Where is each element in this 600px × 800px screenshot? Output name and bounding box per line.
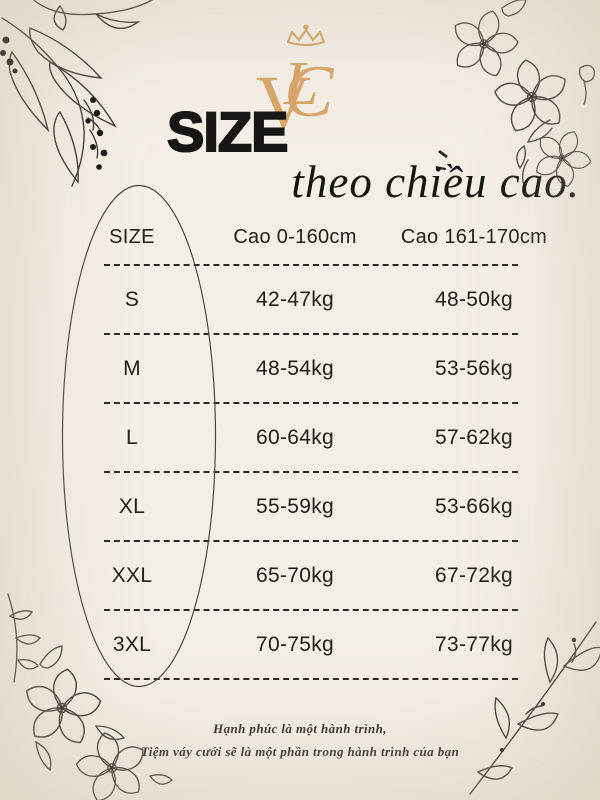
weight-range: 67-72kg xyxy=(435,563,513,587)
footer-line-1: Hạnh phúc là một hành trình, xyxy=(213,721,387,736)
weight-range: 48-54kg xyxy=(256,356,334,380)
header-col2: Cao 161-170cm xyxy=(400,226,548,248)
table-row: L 60-64kg 57-62kg xyxy=(104,404,518,473)
size-label: XL xyxy=(118,494,146,518)
leaf-branch-berries-icon xyxy=(0,0,172,192)
crown-monogram-logo: C V L xyxy=(254,24,346,145)
weight-range: 53-56kg xyxy=(435,356,513,380)
table-row: XL 55-59kg 53-66kg xyxy=(104,473,518,542)
page-title: SIZE xyxy=(166,99,289,164)
footer-line-2: Tiệm váy cưới sẽ là một phần trong hành … xyxy=(140,744,460,759)
table-row: M 48-54kg 53-56kg xyxy=(104,335,518,404)
svg-text:V: V xyxy=(256,61,311,142)
weight-range: 73-77kg xyxy=(435,632,513,656)
table-row: 3XL 70-75kg 73-77kg xyxy=(104,611,518,680)
header-size: SIZE xyxy=(109,226,155,248)
weight-range: 60-64kg xyxy=(256,425,334,449)
size-label: S xyxy=(124,287,140,311)
weight-range: 57-62kg xyxy=(435,425,513,449)
page-subtitle: theo chiều cao. xyxy=(291,157,580,207)
table-row: S 42-47kg 48-50kg xyxy=(104,266,518,335)
weight-range: 70-75kg xyxy=(256,632,334,656)
size-label: 3XL xyxy=(112,632,152,656)
footer-quote: Hạnh phúc là một hành trình, Tiệm váy cư… xyxy=(0,717,600,763)
size-label: L xyxy=(126,425,138,449)
svg-text:L: L xyxy=(283,50,318,118)
size-label: XXL xyxy=(111,563,153,587)
weight-range: 65-70kg xyxy=(256,563,334,587)
size-table: SIZE Cao 0-160cm Cao 161-170cm S 42-47kg… xyxy=(104,211,548,680)
weight-range: 55-59kg xyxy=(256,494,334,518)
size-label: M xyxy=(123,356,141,380)
table-header-row: SIZE Cao 0-160cm Cao 161-170cm xyxy=(104,211,548,266)
weight-range: 42-47kg xyxy=(256,287,334,311)
header-col1: Cao 0-160cm xyxy=(233,226,357,248)
svg-text:C: C xyxy=(284,51,335,133)
weight-range: 53-66kg xyxy=(435,494,513,518)
table-row: XXL 65-70kg 67-72kg xyxy=(104,542,518,611)
weight-range: 48-50kg xyxy=(435,287,513,311)
